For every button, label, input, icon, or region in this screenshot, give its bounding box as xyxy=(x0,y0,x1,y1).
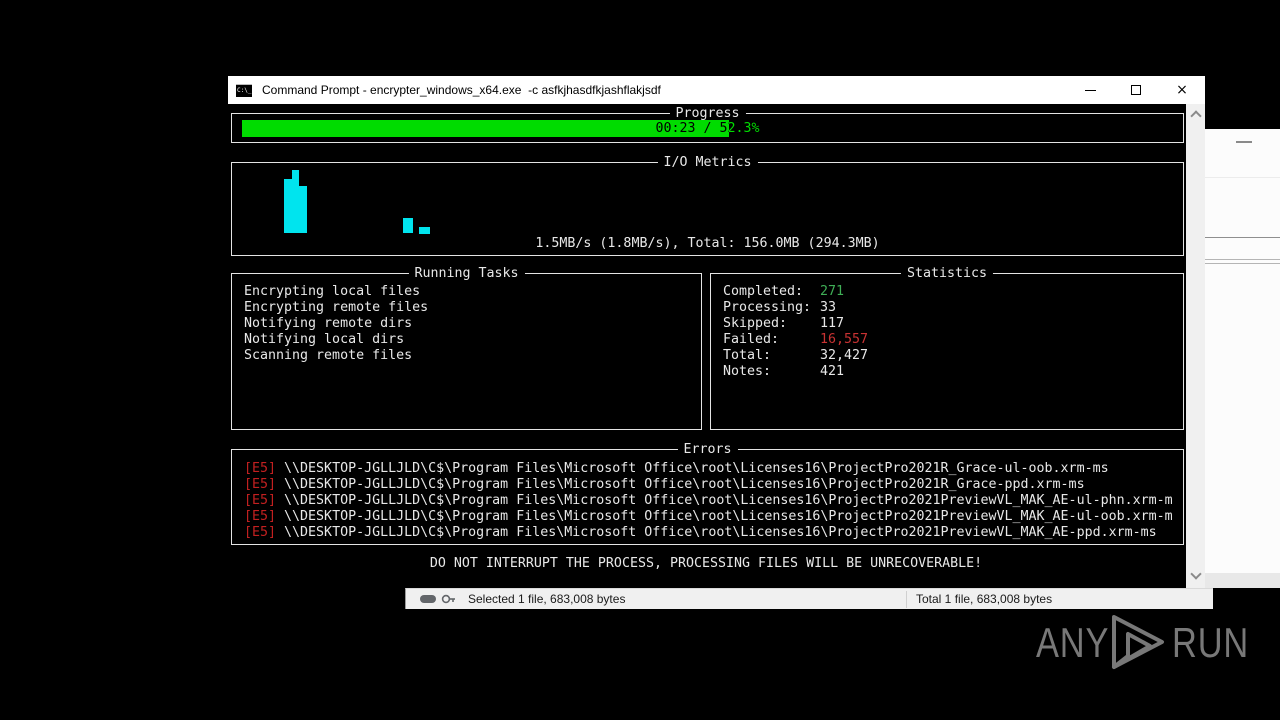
section-title-io-metrics: I/O Metrics xyxy=(657,155,758,171)
warning-message: DO NOT INTERRUPT THE PROCESS, PROCESSING… xyxy=(429,556,983,571)
io-summary-text: 1.5MB/s (1.8MB/s), Total: 156.0MB (294.3… xyxy=(535,236,880,251)
stat-value: 32,427 xyxy=(820,348,869,363)
task-item: Encrypting remote files xyxy=(244,300,429,315)
anyrun-logo-icon xyxy=(1112,615,1164,669)
stat-value: 16,557 xyxy=(820,332,869,347)
minimize-button[interactable] xyxy=(1067,76,1113,104)
console-scrollbar[interactable] xyxy=(1186,104,1205,588)
close-button[interactable]: × xyxy=(1159,76,1205,104)
error-path: \\DESKTOP-JGLLJLD\C$\Program Files\Micro… xyxy=(284,525,1157,540)
maximize-icon xyxy=(1131,85,1141,95)
task-item: Notifying local dirs xyxy=(244,332,405,347)
error-line: [E5] \\DESKTOP-JGLLJLD\C$\Program Files\M… xyxy=(244,525,1183,541)
error-line: [E5] \\DESKTOP-JGLLJLD\C$\Program Files\M… xyxy=(244,509,1183,525)
divider xyxy=(1204,263,1280,264)
stat-label: Completed: xyxy=(723,284,804,299)
window-title: Command Prompt - encrypter_windows_x64.e… xyxy=(262,83,661,97)
statistics-section: Statistics Completed: 271 Processing: 33 S… xyxy=(710,266,1184,430)
title-bar: Command Prompt - encrypter_windows_x64.e… xyxy=(228,76,1205,104)
close-icon: × xyxy=(1176,82,1188,98)
minimize-icon xyxy=(1084,89,1096,91)
error-path: \\DESKTOP-JGLLJLD\C$\Program Files\Micro… xyxy=(284,461,1109,476)
divider xyxy=(1204,259,1280,260)
error-path: \\DESKTOP-JGLLJLD\C$\Program Files\Micro… xyxy=(284,477,1085,492)
key-icon xyxy=(441,594,455,604)
io-bar xyxy=(419,227,430,234)
stat-row: Notes: 421 xyxy=(723,364,1183,380)
command-prompt-window: Command Prompt - encrypter_windows_x64.e… xyxy=(228,76,1205,588)
window-controls: × xyxy=(1067,76,1205,104)
stat-label: Notes: xyxy=(723,364,772,379)
error-code: [E5] xyxy=(244,461,277,476)
selection-pill-icon xyxy=(420,595,436,603)
status-total-text: Total 1 file, 683,008 bytes xyxy=(916,592,1053,606)
io-bar xyxy=(284,179,292,233)
stat-label: Skipped: xyxy=(723,316,788,331)
watermark-any-text: ANY xyxy=(1036,619,1110,666)
io-bar xyxy=(292,170,299,233)
background-minimize-icon xyxy=(1236,141,1252,143)
stat-label: Processing: xyxy=(723,300,812,315)
progress-bar: 00:23 / 52.3% 00:23 / 52.3% xyxy=(242,120,1173,137)
maximize-button[interactable] xyxy=(1113,76,1159,104)
explorer-status-bar: Selected 1 file, 683,008 bytes Total 1 f… xyxy=(405,588,1213,609)
io-metrics-section: I/O Metrics 1.5MB/s (1.8MB/s), Total: 15… xyxy=(231,155,1184,256)
scroll-up-icon[interactable] xyxy=(1191,110,1199,118)
io-bar xyxy=(299,186,307,233)
stat-label: Total: xyxy=(723,348,772,363)
error-code: [E5] xyxy=(244,509,277,524)
stat-row: Processing: 33 xyxy=(723,300,1183,316)
error-line: [E5] \\DESKTOP-JGLLJLD\C$\Program Files\M… xyxy=(244,477,1183,493)
scroll-down-icon[interactable] xyxy=(1191,570,1199,578)
stat-value: 33 xyxy=(820,300,837,315)
section-title-running-tasks: Running Tasks xyxy=(408,266,525,282)
progress-bar-fill: 00:23 / 52.3% xyxy=(242,120,729,137)
stat-value: 117 xyxy=(820,316,845,331)
status-selected-text: Selected 1 file, 683,008 bytes xyxy=(468,592,626,606)
running-tasks-section: Running Tasks Encrypting local files Enc… xyxy=(231,266,702,430)
console-output: Progress 00:23 / 52.3% 00:23 / 52.3% I/O… xyxy=(228,104,1205,588)
section-title-progress: Progress xyxy=(669,106,746,122)
watermark-run-text: RUN xyxy=(1172,619,1250,666)
divider xyxy=(1204,237,1280,238)
stat-label: Failed: xyxy=(723,332,780,347)
error-code: [E5] xyxy=(244,525,277,540)
error-path: \\DESKTOP-JGLLJLD\C$\Program Files\Micro… xyxy=(284,493,1173,508)
error-line: [E5] \\DESKTOP-JGLLJLD\C$\Program Files\M… xyxy=(244,493,1183,509)
io-bar xyxy=(403,218,413,233)
background-window-footer xyxy=(1204,573,1280,588)
section-title-errors: Errors xyxy=(677,442,738,458)
section-title-statistics: Statistics xyxy=(900,266,994,282)
task-item: Scanning remote files xyxy=(244,348,413,363)
error-line: [E5] \\DESKTOP-JGLLJLD\C$\Program Files\M… xyxy=(244,461,1183,477)
task-item: Notifying remote dirs xyxy=(244,316,413,331)
stat-row: Skipped: 117 xyxy=(723,316,1183,332)
error-code: [E5] xyxy=(244,477,277,492)
error-code: [E5] xyxy=(244,493,277,508)
background-window xyxy=(1204,129,1280,588)
stat-row: Total: 32,427 xyxy=(723,348,1183,364)
progress-section: Progress 00:23 / 52.3% 00:23 / 52.3% xyxy=(231,106,1184,143)
stat-value: 271 xyxy=(820,284,845,299)
status-bar-divider xyxy=(906,591,907,608)
cmd-icon xyxy=(236,83,252,97)
errors-section: Errors [E5] \\DESKTOP-JGLLJLD\C$\Program … xyxy=(231,442,1184,545)
divider xyxy=(1204,177,1280,178)
progress-text-overlay: 00:23 / 52.3% xyxy=(655,121,728,136)
stat-row: Completed: 271 xyxy=(723,284,1183,300)
error-path: \\DESKTOP-JGLLJLD\C$\Program Files\Micro… xyxy=(284,509,1173,524)
task-item: Encrypting local files xyxy=(244,284,421,299)
anyrun-watermark: ANY RUN xyxy=(1032,612,1248,672)
stat-row: Failed: 16,557 xyxy=(723,332,1183,348)
stat-value: 421 xyxy=(820,364,845,379)
